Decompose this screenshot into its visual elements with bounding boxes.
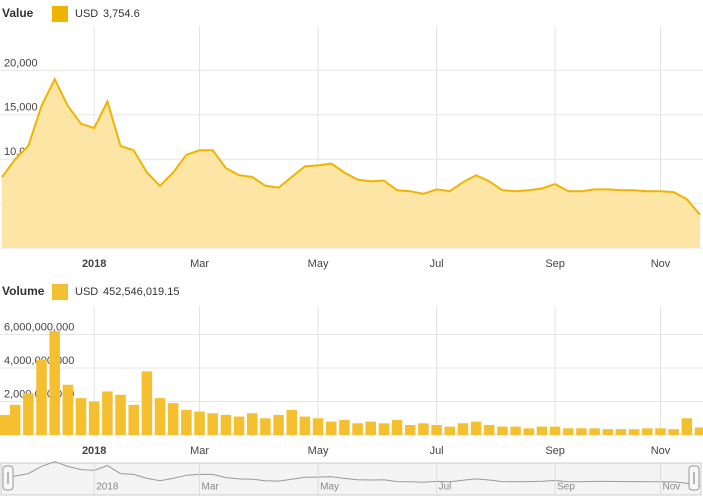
bar — [470, 421, 482, 435]
navigator-label: 2018 — [96, 482, 119, 493]
bar — [167, 403, 179, 435]
bar — [628, 429, 640, 435]
bar — [233, 416, 245, 435]
bar — [339, 419, 350, 435]
legend-swatch — [52, 284, 68, 300]
y-tick-label: 15,000 — [4, 102, 38, 114]
bar — [536, 426, 548, 435]
bar — [404, 424, 416, 435]
bar — [549, 426, 561, 435]
navigator-label: Jul — [439, 482, 452, 493]
bar — [694, 427, 703, 435]
legend-value: 3,754.6 — [103, 8, 140, 20]
bar — [602, 429, 614, 435]
bar — [181, 409, 192, 435]
bar — [497, 426, 508, 435]
bar — [128, 404, 139, 435]
legend-value: 452,546,019.15 — [103, 286, 179, 298]
y-tick-label: 6,000,000,000 — [4, 321, 74, 333]
bar — [9, 404, 21, 435]
bar — [523, 428, 535, 435]
x-tick-label: May — [308, 258, 329, 270]
y-tick-label: 20,000 — [4, 57, 38, 69]
bar — [615, 429, 627, 435]
x-tick-label: 2018 — [82, 258, 106, 270]
bar — [62, 384, 74, 435]
bar — [365, 421, 377, 435]
bar — [49, 331, 60, 435]
bar — [325, 421, 337, 435]
bar — [589, 428, 600, 435]
x-tick-label: Sep — [545, 445, 565, 457]
bar — [681, 418, 693, 435]
bar — [484, 424, 495, 435]
navigator-label: May — [320, 482, 339, 493]
bar — [88, 401, 100, 435]
bar — [36, 359, 47, 435]
bar — [220, 414, 232, 435]
bar — [23, 393, 34, 435]
legend-swatch — [52, 6, 68, 22]
bar — [102, 391, 113, 435]
legend-label: Volume — [2, 284, 45, 298]
line — [1, 77, 701, 216]
navigator-label: Nov — [662, 482, 680, 493]
navigator-content: 2018 Mar May Jul Sep Nov — [1, 461, 701, 495]
bar — [642, 428, 653, 435]
bar — [0, 414, 11, 435]
x-tick-label: 2018 — [82, 445, 106, 457]
bar — [154, 398, 166, 435]
bar — [194, 411, 205, 435]
legend-currency: USD — [75, 286, 98, 298]
bar — [576, 428, 587, 435]
legend-label: Value — [2, 6, 34, 20]
navigator-line — [1, 461, 701, 487]
bar — [207, 413, 218, 435]
bar — [655, 428, 666, 435]
bar — [286, 409, 298, 435]
bar — [299, 416, 311, 435]
x-tick-label: Nov — [651, 445, 671, 457]
x-tick-label: May — [308, 445, 329, 457]
bar — [246, 413, 258, 435]
area-fill — [2, 79, 700, 248]
bar — [115, 394, 126, 435]
bar — [273, 414, 284, 435]
bar — [668, 429, 679, 435]
bar — [75, 398, 87, 435]
bar — [418, 423, 429, 435]
x-tick-label: Mar — [190, 258, 209, 270]
bar — [457, 423, 469, 435]
x-tick-label: Sep — [545, 258, 565, 270]
bar — [378, 423, 390, 435]
bar — [352, 423, 363, 435]
navigator-label: Sep — [557, 482, 575, 493]
plots: ValueUSD3,754.62018MarMayJulSepNov05,000… — [0, 6, 703, 457]
bar — [431, 424, 442, 435]
bar — [444, 426, 456, 435]
bar — [510, 426, 521, 435]
x-tick-label: Nov — [651, 258, 671, 270]
x-tick-label: Mar — [190, 445, 209, 457]
navigator-label: Mar — [202, 482, 220, 493]
bar — [141, 371, 153, 435]
bar — [391, 419, 403, 435]
legend-currency: USD — [75, 8, 98, 20]
bar — [312, 418, 324, 435]
x-tick-label: Jul — [430, 258, 444, 270]
bar — [260, 418, 271, 435]
x-tick-label: Jul — [430, 445, 444, 457]
bar — [563, 428, 574, 435]
